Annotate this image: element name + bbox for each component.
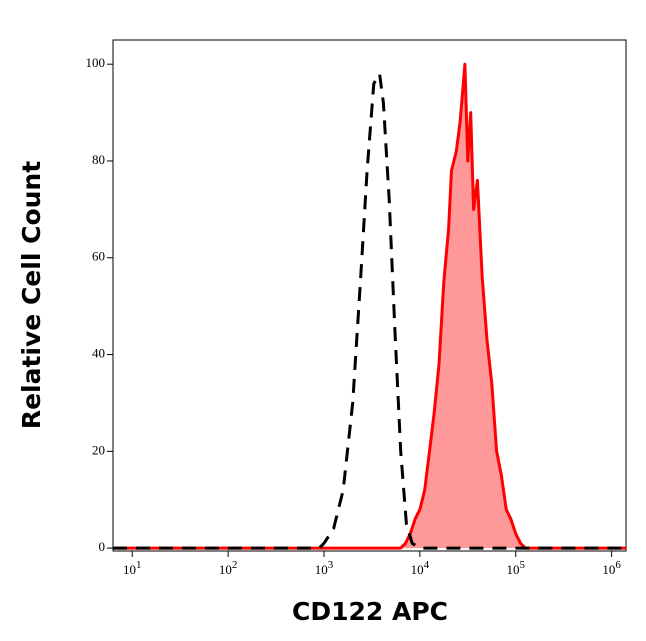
plot-frame xyxy=(112,39,627,552)
y-axis-title: Relative Cell Count xyxy=(17,161,46,429)
histogram-line xyxy=(113,72,626,550)
y-tick-label: 80 xyxy=(92,152,105,167)
x-tick-label: 101 xyxy=(123,559,142,577)
histogram-line xyxy=(113,62,626,550)
y-tick-label: 20 xyxy=(92,442,105,457)
x-tick-label: 103 xyxy=(315,559,334,577)
x-tick-label: 106 xyxy=(602,559,621,577)
x-tick-label: 102 xyxy=(219,559,238,577)
x-axis-title: CD122 APC xyxy=(292,597,448,626)
y-tick-label: 0 xyxy=(99,539,106,554)
y-tick-label: 100 xyxy=(86,55,106,70)
x-tick-label: 105 xyxy=(506,559,525,577)
x-tick-label: 104 xyxy=(411,559,430,577)
y-tick-label: 40 xyxy=(92,346,105,361)
y-tick-label: 60 xyxy=(92,249,105,264)
